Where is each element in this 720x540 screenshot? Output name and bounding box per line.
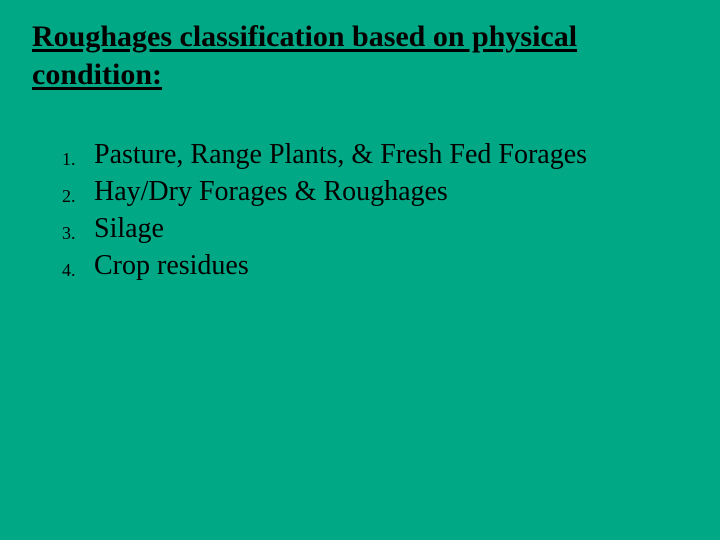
list-item: Pasture, Range Plants, & Fresh Fed Forag…	[62, 137, 692, 172]
list-item: Silage	[62, 211, 692, 246]
list-item: Crop residues	[62, 248, 692, 283]
slide: Roughages classification based on physic…	[0, 0, 720, 540]
classification-list: Pasture, Range Plants, & Fresh Fed Forag…	[28, 137, 692, 283]
list-item: Hay/Dry Forages & Roughages	[62, 174, 692, 209]
slide-title: Roughages classification based on physic…	[32, 18, 692, 93]
